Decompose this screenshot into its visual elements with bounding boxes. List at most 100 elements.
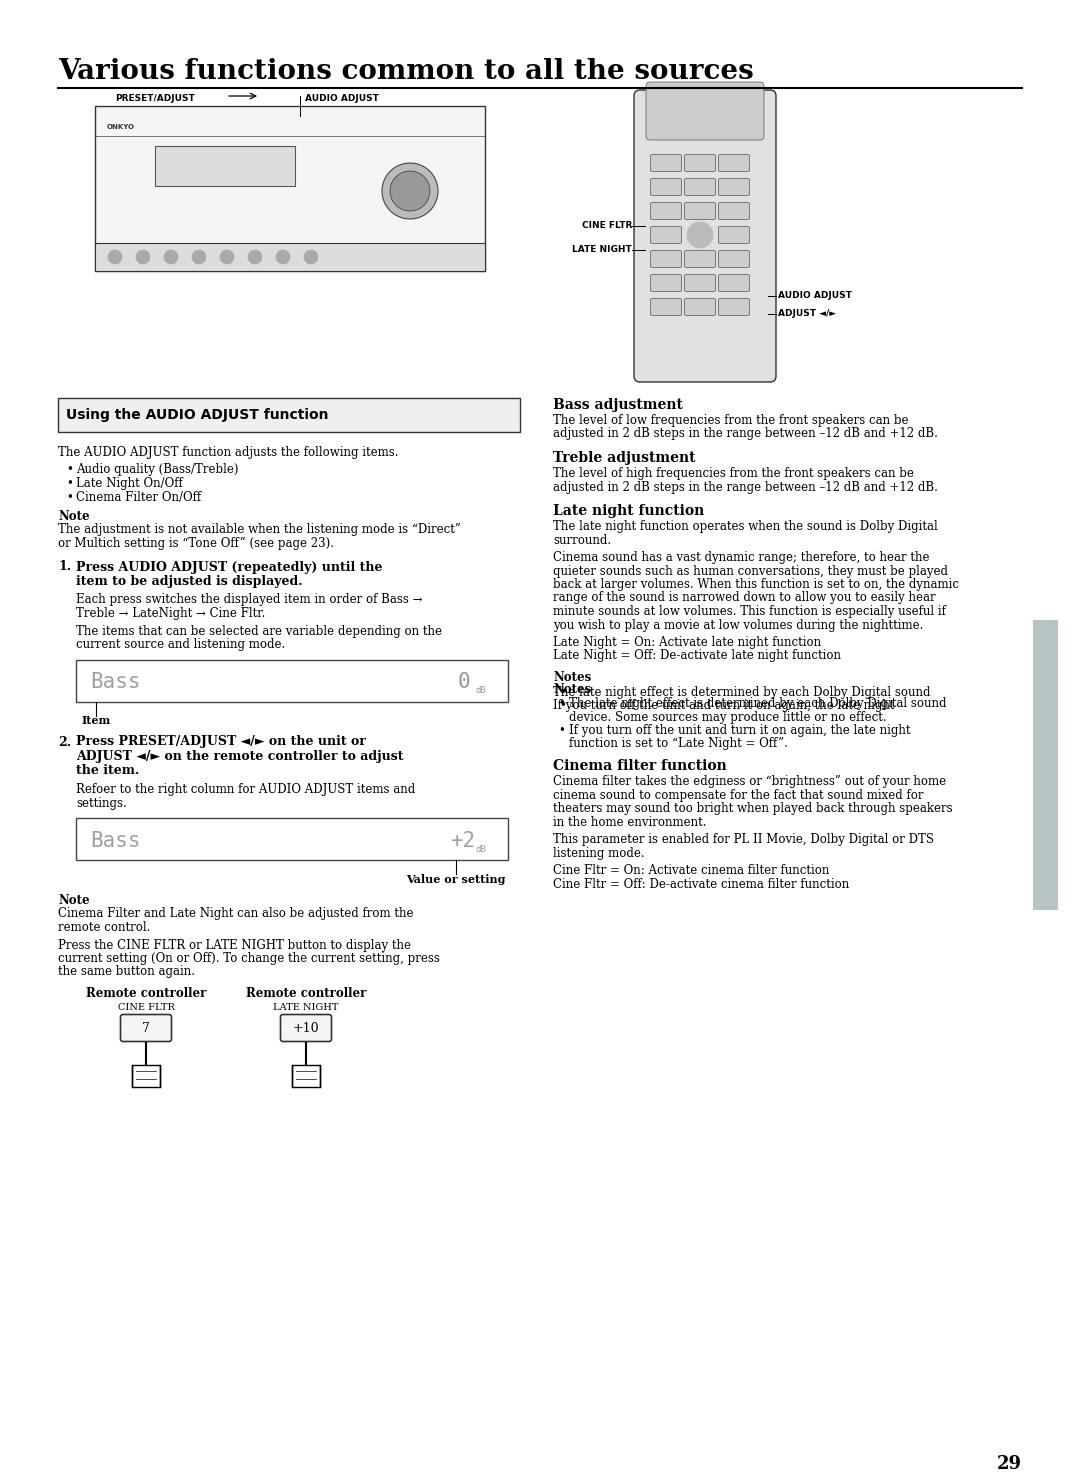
Text: Notes: Notes	[553, 683, 591, 696]
Text: Bass: Bass	[90, 672, 140, 693]
Text: Various functions common to all the sources: Various functions common to all the sour…	[58, 58, 754, 85]
Text: Treble adjustment: Treble adjustment	[553, 451, 696, 464]
Text: Press the CINE FLTR or LATE NIGHT button to display the: Press the CINE FLTR or LATE NIGHT button…	[58, 938, 411, 951]
Text: the item.: the item.	[76, 764, 139, 778]
FancyBboxPatch shape	[718, 178, 750, 196]
Text: Refoer to the right column for AUDIO ADJUST items and: Refoer to the right column for AUDIO ADJ…	[76, 784, 415, 795]
Text: Cine Fltr = On: Activate cinema filter function: Cine Fltr = On: Activate cinema filter f…	[553, 864, 829, 877]
Circle shape	[687, 223, 713, 248]
Text: Notes: Notes	[553, 671, 591, 684]
Polygon shape	[390, 171, 430, 211]
Text: Cinema sound has a vast dynamic range; therefore, to hear the: Cinema sound has a vast dynamic range; t…	[553, 551, 930, 564]
FancyBboxPatch shape	[650, 251, 681, 267]
FancyBboxPatch shape	[650, 227, 681, 243]
Text: dB: dB	[476, 686, 487, 695]
Text: device. Some sources may produce little or no effect.: device. Some sources may produce little …	[569, 711, 887, 724]
Text: adjusted in 2 dB steps in the range between –12 dB and +12 dB.: adjusted in 2 dB steps in the range betw…	[553, 427, 937, 441]
Text: Each press switches the displayed item in order of Bass →: Each press switches the displayed item i…	[76, 594, 422, 607]
Text: Bass adjustment: Bass adjustment	[553, 398, 683, 413]
Text: •: •	[558, 697, 565, 709]
Text: minute sounds at low volumes. This function is especially useful if: minute sounds at low volumes. This funct…	[553, 605, 946, 617]
Text: dB: dB	[476, 844, 487, 853]
Text: •: •	[558, 724, 565, 738]
Text: ADJUST ◄/► on the remote controller to adjust: ADJUST ◄/► on the remote controller to a…	[76, 749, 404, 763]
FancyBboxPatch shape	[685, 154, 715, 172]
Text: The late night function operates when the sound is Dolby Digital: The late night function operates when th…	[553, 519, 937, 533]
Text: Remote controller: Remote controller	[85, 987, 206, 1000]
Text: The late night effect is determined by each Dolby Digital sound: The late night effect is determined by e…	[569, 697, 946, 709]
Bar	[156, 145, 295, 186]
FancyBboxPatch shape	[685, 178, 715, 196]
FancyBboxPatch shape	[121, 1015, 172, 1042]
Text: Press AUDIO ADJUST (repeatedly) until the: Press AUDIO ADJUST (repeatedly) until th…	[76, 561, 382, 573]
Text: The items that can be selected are variable depending on the: The items that can be selected are varia…	[76, 625, 442, 638]
FancyBboxPatch shape	[685, 251, 715, 267]
Text: item to be adjusted is displayed.: item to be adjusted is displayed.	[76, 574, 302, 588]
Bar	[58, 398, 519, 432]
Text: Using the AUDIO ADJUST function: Using the AUDIO ADJUST function	[66, 408, 328, 421]
Text: in the home environment.: in the home environment.	[553, 816, 706, 828]
Circle shape	[303, 249, 318, 264]
Text: adjusted in 2 dB steps in the range between –12 dB and +12 dB.: adjusted in 2 dB steps in the range betw…	[553, 481, 937, 494]
Text: 29: 29	[997, 1454, 1022, 1474]
FancyBboxPatch shape	[718, 251, 750, 267]
Bar	[76, 659, 508, 702]
Text: remote control.: remote control.	[58, 922, 150, 933]
FancyBboxPatch shape	[281, 1015, 332, 1042]
FancyBboxPatch shape	[650, 298, 681, 316]
Text: ONKYO: ONKYO	[107, 125, 135, 131]
Text: the same button again.: the same button again.	[58, 966, 195, 978]
Text: Item: Item	[81, 715, 110, 727]
Text: Cinema filter takes the edginess or “brightness” out of your home: Cinema filter takes the edginess or “bri…	[553, 775, 946, 788]
Text: Press PRESET/ADJUST ◄/► on the unit or: Press PRESET/ADJUST ◄/► on the unit or	[76, 736, 366, 748]
Text: Cinema filter function: Cinema filter function	[553, 758, 727, 773]
Polygon shape	[382, 163, 438, 220]
Text: range of the sound is narrowed down to allow you to easily hear: range of the sound is narrowed down to a…	[553, 592, 935, 604]
Circle shape	[164, 249, 178, 264]
Text: Bass: Bass	[90, 831, 140, 850]
Text: •: •	[66, 463, 72, 476]
Circle shape	[276, 249, 291, 264]
Text: The level of high frequencies from the front speakers can be: The level of high frequencies from the f…	[553, 467, 914, 479]
FancyBboxPatch shape	[650, 154, 681, 172]
Text: 2.: 2.	[58, 736, 71, 748]
Text: listening mode.: listening mode.	[553, 846, 645, 859]
Polygon shape	[292, 1066, 320, 1086]
Text: settings.: settings.	[76, 797, 126, 809]
Text: CINE FLTR: CINE FLTR	[118, 1003, 175, 1012]
FancyBboxPatch shape	[685, 275, 715, 291]
FancyBboxPatch shape	[718, 275, 750, 291]
Text: Value or setting: Value or setting	[406, 874, 505, 884]
Text: Late Night = On: Activate late night function: Late Night = On: Activate late night fun…	[553, 637, 821, 649]
Text: or Multich setting is “Tone Off” (see page 23).: or Multich setting is “Tone Off” (see pa…	[58, 537, 334, 551]
Text: +2: +2	[450, 831, 475, 850]
FancyBboxPatch shape	[718, 154, 750, 172]
Text: •: •	[559, 699, 566, 712]
Text: 1.: 1.	[58, 561, 71, 573]
Text: CINE FLTR: CINE FLTR	[582, 221, 632, 230]
Text: Cinema Filter and Late Night can also be adjusted from the: Cinema Filter and Late Night can also be…	[58, 908, 414, 920]
Text: Cine Fltr = Off: De-activate cinema filter function: Cine Fltr = Off: De-activate cinema filt…	[553, 877, 849, 890]
Text: Cinema Filter On/Off: Cinema Filter On/Off	[76, 491, 201, 503]
Text: •: •	[66, 491, 72, 503]
FancyBboxPatch shape	[718, 227, 750, 243]
Text: Late night function: Late night function	[553, 505, 704, 518]
Text: If you turn off the unit and turn it on again, the late night: If you turn off the unit and turn it on …	[553, 699, 894, 712]
Text: This parameter is enabled for PL II Movie, Dolby Digital or DTS: This parameter is enabled for PL II Movi…	[553, 833, 934, 846]
Text: function is set to “Late Night = Off”.: function is set to “Late Night = Off”.	[569, 738, 788, 751]
Text: Treble → LateNight → Cine Fltr.: Treble → LateNight → Cine Fltr.	[76, 607, 266, 620]
Text: Note: Note	[58, 510, 90, 522]
FancyBboxPatch shape	[650, 202, 681, 220]
FancyBboxPatch shape	[718, 298, 750, 316]
FancyBboxPatch shape	[650, 275, 681, 291]
Text: The adjustment is not available when the listening mode is “Direct”: The adjustment is not available when the…	[58, 524, 461, 537]
Text: you wish to play a movie at low volumes during the nighttime.: you wish to play a movie at low volumes …	[553, 619, 923, 632]
FancyBboxPatch shape	[718, 202, 750, 220]
Text: 7: 7	[143, 1021, 150, 1034]
Bar	[76, 818, 508, 861]
Text: Remote controller: Remote controller	[246, 987, 366, 1000]
Text: theaters may sound too bright when played back through speakers: theaters may sound too bright when playe…	[553, 801, 953, 815]
Text: cinema sound to compensate for the fact that sound mixed for: cinema sound to compensate for the fact …	[553, 788, 923, 801]
Text: Late Night = Off: De-activate late night function: Late Night = Off: De-activate late night…	[553, 650, 841, 662]
Bar	[95, 243, 485, 272]
